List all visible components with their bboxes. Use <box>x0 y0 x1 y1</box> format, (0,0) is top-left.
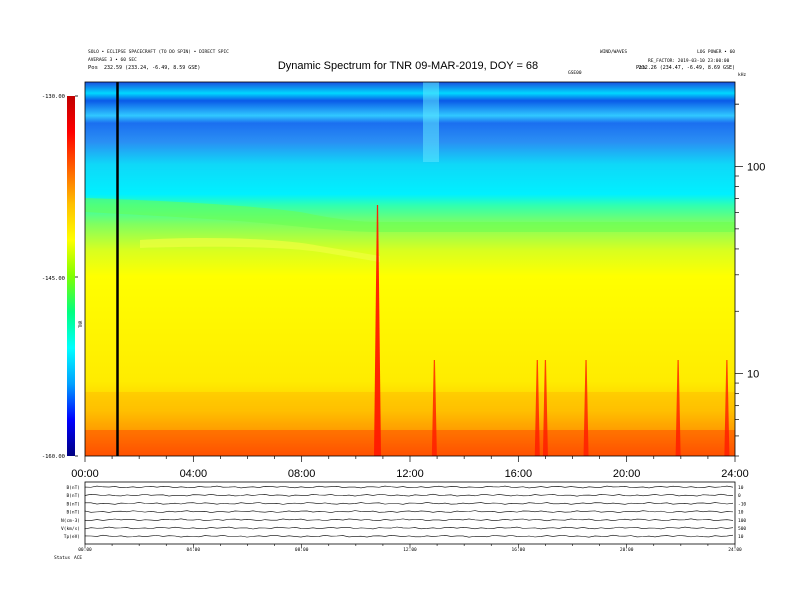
bottom-time-axis: 00:00 04:00 08:00 12:00 16:00 20:00 24:00 <box>78 544 742 553</box>
bottom-x-tick-label-1: 04:00 <box>187 547 201 553</box>
bottom-x-tick-label-3: 12:00 <box>403 547 417 553</box>
bottom-x-tick-label-0: 00:00 <box>78 547 92 553</box>
footer-status: Status <box>54 555 71 561</box>
colorbar-tick-bottom: -160.00 <box>42 454 65 460</box>
bottom-row-scale-6: 10 <box>738 534 744 540</box>
bottom-row-scale-5: 500 <box>738 526 746 532</box>
bottom-trace-2 <box>84 502 734 505</box>
burst-2 <box>534 360 540 456</box>
bottom-row-label-0: B(nT) <box>66 485 80 491</box>
bottom-trace-3 <box>84 510 734 513</box>
bottom-x-tick-label-4: 16:00 <box>512 547 526 553</box>
burst-6 <box>724 360 730 456</box>
bottom-trace-6 <box>84 534 734 538</box>
bottom-trace-5 <box>84 526 734 530</box>
bottom-row-label-3: B(nT) <box>66 510 80 516</box>
spectrogram <box>85 82 735 456</box>
y-tick-label-10: 10 <box>747 369 759 381</box>
meta-right-1: WIND/WAVES <box>600 49 627 55</box>
bottom-row-label-6: Tp(eV) <box>64 534 80 540</box>
x-tick-label-6: 24:00 <box>721 468 749 480</box>
bottom-x-tick-label-2: 08:00 <box>295 547 309 553</box>
bottom-row-scale-3: 10 <box>738 510 744 516</box>
meta-right-2: LOG POWER • 60 <box>697 49 735 55</box>
burst-3 <box>542 360 548 456</box>
bottom-trace-0 <box>84 485 734 489</box>
bottom-trace-1 <box>84 493 734 497</box>
right-frequency-axis: 10 100 <box>735 103 765 457</box>
x-tick-label-4: 16:00 <box>505 468 533 480</box>
pos-right-value: 232.26 (234.47, -6.49, 8.69 GSE) <box>639 65 735 71</box>
burst-0 <box>374 205 381 456</box>
burst-1 <box>431 360 437 456</box>
colorbar <box>67 96 75 456</box>
bottom-row-label-2: B(nT) <box>66 501 80 507</box>
bottom-panel-rows: B(nT) 10 B(nT) 0 B(nT) -10 B(nT) 10 N(cm-3) 100 V(… <box>61 485 746 540</box>
bottom-row-label-5: V(km/s) <box>61 526 80 532</box>
bottom-x-tick-label-6: 24:00 <box>728 547 742 553</box>
colorbar-unit: TNR <box>78 320 83 328</box>
pos-left-value: 232.59 (233.24, -6.49, 8.59 GSE) <box>104 65 200 71</box>
time-axis: 00:00 04:00 08:00 12:00 16:00 20:00 24:00 <box>71 456 749 480</box>
x-tick-label-0: 00:00 <box>71 468 99 480</box>
burst-layer <box>374 205 730 456</box>
bottom-row-label-1: B(nT) <box>66 493 80 499</box>
pos-right-label: Pos <box>636 65 646 71</box>
x-tick-label-1: 04:00 <box>180 468 208 480</box>
colorbar-tick-top: -130.00 <box>42 94 65 100</box>
x-tick-label-2: 08:00 <box>288 468 316 480</box>
x-tick-label-5: 20:00 <box>613 468 641 480</box>
y-tick-label-100: 100 <box>747 162 765 174</box>
bottom-row-scale-2: -10 <box>738 501 746 507</box>
chart-title: Dynamic Spectrum for TNR 09-MAR-2019, DO… <box>278 60 538 72</box>
bottom-row-label-4: N(cm-3) <box>61 518 80 524</box>
khz-label: kHz <box>738 72 746 78</box>
burst-4 <box>583 360 589 456</box>
spectrogram-background <box>85 82 735 456</box>
pos-left-label: Pos <box>88 65 98 71</box>
bottom-row-scale-4: 100 <box>738 518 746 524</box>
colorbar-tick-mid: -145.00 <box>42 276 65 282</box>
burst-5 <box>675 360 681 456</box>
bottom-row-scale-0: 10 <box>738 485 744 491</box>
bottom-x-tick-label-5: 20:00 <box>620 547 634 553</box>
meta-right-3: RE_FACTOR: 2019-03-10 23:00:00 <box>648 58 730 64</box>
meta-left-2: AVERAGE 3 • 60 SEC <box>88 57 137 63</box>
footer-ace: ACE <box>74 555 82 561</box>
bottom-trace-4 <box>84 518 734 522</box>
bottom-panel-frame <box>84 481 736 545</box>
x-tick-label-3: 12:00 <box>396 468 424 480</box>
bottom-row-scale-1: 0 <box>738 493 741 499</box>
center-tag: GSE00 <box>568 70 582 76</box>
meta-left-1: SOLO • ECLIPSE SPACECRAFT (TO DO SPIN) •… <box>88 49 229 55</box>
